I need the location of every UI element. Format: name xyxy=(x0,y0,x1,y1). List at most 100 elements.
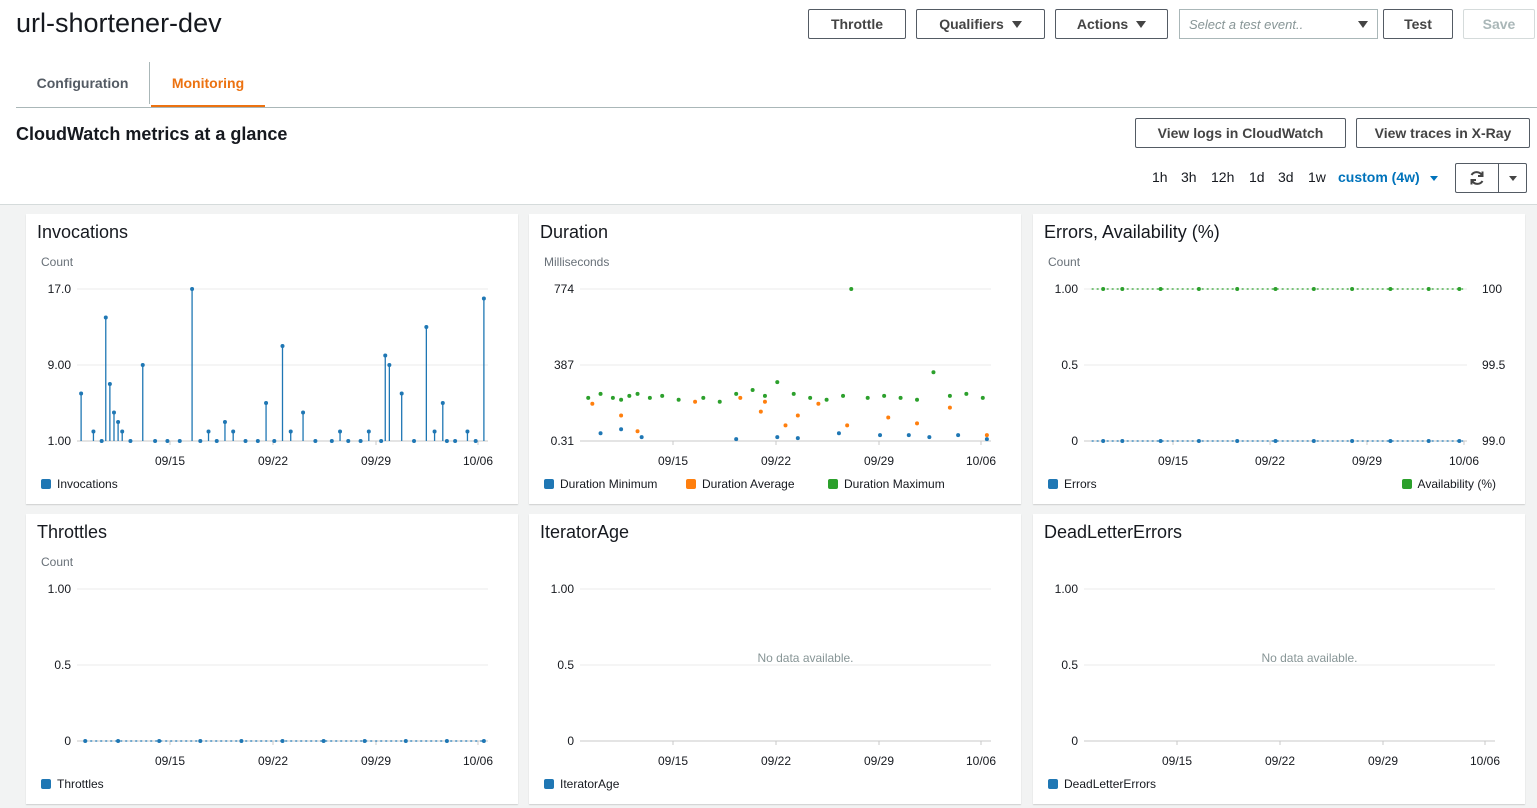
caret-down-icon xyxy=(1011,20,1022,28)
data-point xyxy=(927,435,932,440)
data-point xyxy=(116,739,121,743)
throttle-button[interactable]: Throttle xyxy=(808,9,906,39)
y-tick-label: 1.00 xyxy=(551,582,575,596)
data-point xyxy=(280,739,285,743)
data-point xyxy=(783,423,788,428)
data-point xyxy=(701,395,706,400)
test-button-label: Test xyxy=(1404,16,1432,32)
x-tick-label: 10/06 xyxy=(966,454,996,468)
data-point xyxy=(387,363,392,367)
data-point xyxy=(1426,287,1431,291)
chart-svg: Count 17.0 9.00 1.00 09/15 09/22 09/29 10/06 Inv… xyxy=(41,255,493,491)
data-point xyxy=(898,395,903,400)
data-point xyxy=(956,433,961,438)
panel-title: Invocations xyxy=(37,222,129,242)
range-1d[interactable]: 1d xyxy=(1249,169,1265,185)
y-tick-label: 1.00 xyxy=(48,434,72,448)
legend-swatch xyxy=(1048,779,1058,789)
test-button[interactable]: Test xyxy=(1383,9,1453,39)
no-data-label: No data available. xyxy=(1261,651,1357,665)
data-point xyxy=(473,439,478,443)
data-point xyxy=(107,382,112,386)
range-custom[interactable]: custom (4w) xyxy=(1338,169,1438,185)
data-point xyxy=(1311,287,1316,291)
unit-label: Count xyxy=(1048,255,1081,269)
y2-tick-label: 99.5 xyxy=(1482,358,1506,372)
x-tick-label: 09/22 xyxy=(258,754,288,768)
legend-swatch xyxy=(544,479,554,489)
range-3d[interactable]: 3d xyxy=(1278,169,1294,185)
y-tick-label: 0 xyxy=(567,734,574,748)
x-tick-label: 09/29 xyxy=(864,754,894,768)
chart-svg: Milliseconds 774 387 0.31 09/15 09/22 09/29 10/… xyxy=(544,255,996,491)
data-point xyxy=(280,344,285,348)
x-tick-label: 09/15 xyxy=(1162,754,1192,768)
range-12h[interactable]: 12h xyxy=(1211,169,1235,185)
tab-divider xyxy=(149,62,150,104)
data-point xyxy=(362,739,367,743)
data-point xyxy=(255,439,260,443)
data-point xyxy=(762,393,767,398)
data-point xyxy=(79,391,84,396)
data-point xyxy=(915,397,920,402)
x-tick-label: 09/15 xyxy=(1158,454,1188,468)
x-tick-label: 09/29 xyxy=(361,454,391,468)
data-point xyxy=(906,433,911,438)
refresh-button[interactable] xyxy=(1456,164,1499,192)
actions-dropdown[interactable]: Actions xyxy=(1055,9,1168,39)
legend-swatch xyxy=(686,479,696,489)
x-tick-label: 10/06 xyxy=(1449,454,1479,468)
y-tick-label: 0.5 xyxy=(557,658,574,672)
y2-tick-label: 99.0 xyxy=(1482,434,1506,448)
save-button-label: Save xyxy=(1482,16,1516,32)
data-point xyxy=(915,421,920,426)
tab-configuration[interactable]: Configuration xyxy=(36,75,129,91)
y-tick-label: 0 xyxy=(1071,434,1078,448)
data-point xyxy=(366,429,371,434)
data-point xyxy=(153,439,158,443)
panel-title: DeadLetterErrors xyxy=(1044,522,1183,542)
save-button[interactable]: Save xyxy=(1463,9,1535,39)
data-point xyxy=(598,391,603,396)
data-point xyxy=(931,370,936,375)
data-point xyxy=(635,391,640,396)
data-point xyxy=(824,397,829,402)
range-3h[interactable]: 3h xyxy=(1181,169,1197,185)
invocations-panel: Invocations Count 17.0 9.00 1.00 09/15 09/22 0… xyxy=(26,214,518,504)
tab-monitoring[interactable]: Monitoring xyxy=(151,60,265,107)
test-event-select[interactable]: Select a test event.. xyxy=(1179,9,1378,39)
range-1w[interactable]: 1w xyxy=(1308,169,1326,185)
data-point xyxy=(984,437,989,442)
data-point xyxy=(329,439,334,443)
data-point xyxy=(610,395,615,400)
data-point xyxy=(947,405,952,410)
y-tick-label: 1.00 xyxy=(48,582,72,596)
x-tick-label: 09/22 xyxy=(1265,754,1295,768)
function-header: url-shortener-dev Throttle Qualifiers Ac… xyxy=(0,0,1537,108)
refresh-options-button[interactable] xyxy=(1499,164,1526,192)
data-point xyxy=(947,393,952,398)
data-point xyxy=(734,437,739,442)
data-point xyxy=(717,399,722,404)
data-point xyxy=(321,739,326,743)
data-point xyxy=(758,409,763,414)
refresh-control xyxy=(1455,163,1527,193)
data-point xyxy=(865,395,870,400)
data-point xyxy=(264,401,269,405)
data-point xyxy=(198,439,203,443)
data-point xyxy=(647,395,652,400)
qualifiers-dropdown[interactable]: Qualifiers xyxy=(916,9,1045,39)
legend-label: Errors xyxy=(1064,477,1097,491)
legend-label: DeadLetterErrors xyxy=(1064,777,1156,791)
data-point xyxy=(980,395,985,400)
view-logs-button[interactable]: View logs in CloudWatch xyxy=(1135,118,1346,148)
data-point xyxy=(1388,287,1393,291)
view-traces-button[interactable]: View traces in X-Ray xyxy=(1356,118,1530,148)
data-point xyxy=(432,429,437,434)
range-1h[interactable]: 1h xyxy=(1152,169,1168,185)
data-point xyxy=(465,429,470,434)
data-point xyxy=(140,363,145,367)
data-point xyxy=(379,439,384,443)
x-tick-label: 10/06 xyxy=(463,754,493,768)
data-point xyxy=(440,401,445,405)
